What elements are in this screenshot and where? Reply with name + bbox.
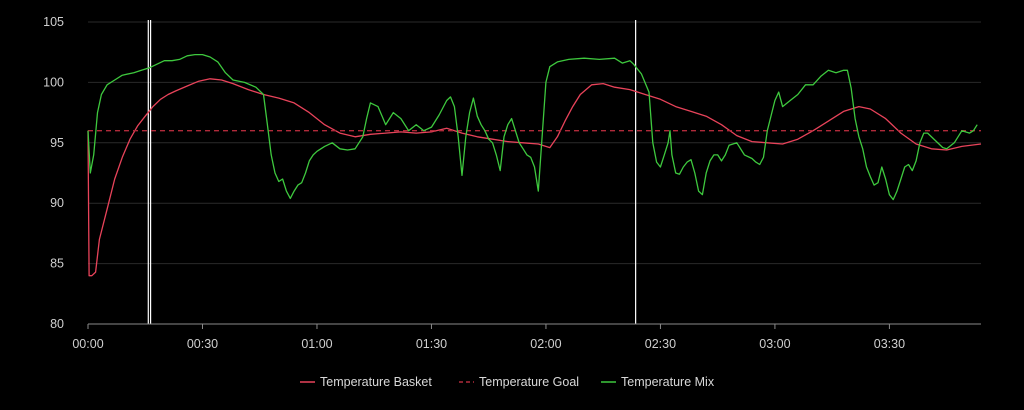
y-tick-label: 105 [43, 15, 64, 29]
y-tick-label: 100 [43, 75, 64, 89]
legend-item[interactable]: Temperature Goal [459, 375, 579, 389]
x-tick-label: 00:30 [187, 337, 218, 351]
x-tick-label: 00:00 [72, 337, 103, 351]
y-tick-label: 80 [50, 317, 64, 331]
series-line-0 [87, 78, 982, 277]
y-tick-label: 90 [50, 196, 64, 210]
legend-item[interactable]: Temperature Mix [601, 375, 715, 389]
legend-item[interactable]: Temperature Basket [300, 375, 432, 389]
legend-label: Temperature Basket [320, 375, 432, 389]
legend-label: Temperature Mix [621, 375, 715, 389]
vertical-markers [147, 20, 637, 324]
series-line-2 [87, 53, 978, 201]
x-tick-label: 03:30 [874, 337, 905, 351]
axes: 80 85 90 95 100 105 00:00 00:30 01:00 01:30 02:00 0… [43, 15, 981, 351]
x-tick-label: 01:00 [301, 337, 332, 351]
x-tick-label: 02:30 [645, 337, 676, 351]
legend[interactable]: Temperature Basket Temperature Goal Temper… [300, 375, 715, 389]
y-tick-label: 95 [50, 136, 64, 150]
grid [88, 21, 981, 265]
legend-label: Temperature Goal [479, 375, 579, 389]
x-tick-label: 01:30 [416, 337, 447, 351]
y-tick-label: 85 [50, 257, 64, 271]
series-lines [87, 53, 982, 277]
x-tick-label: 02:00 [530, 337, 561, 351]
x-tick-label: 03:00 [759, 337, 790, 351]
